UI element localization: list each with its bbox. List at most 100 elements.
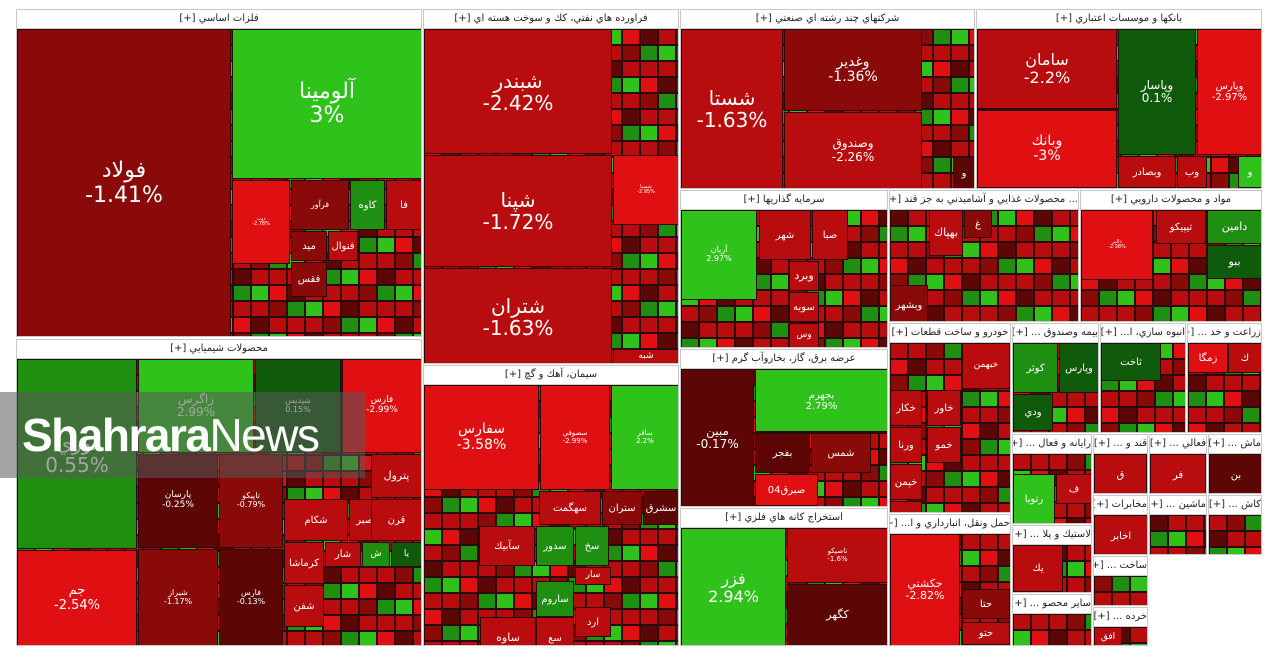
sector-header[interactable]: زراعت و خد ... [+] [1188, 324, 1261, 343]
stock-tile[interactable]: صبا [812, 210, 848, 260]
stock-tile[interactable]: بجهرم 2.79% [755, 369, 887, 432]
stock-tile[interactable]: غ [964, 210, 992, 238]
sector-header[interactable]: بانكها و موسسات اعتباري [+] [977, 10, 1261, 29]
stock-tile[interactable]: آلومينا 3% [232, 29, 421, 179]
sector-header[interactable]: مخابرات [+] [1094, 496, 1147, 515]
stock-tile[interactable]: خپمن [890, 464, 922, 500]
sector-header[interactable]: سرمايه گذاريها [+] [681, 191, 887, 210]
stock-tile[interactable]: ميد [291, 231, 327, 261]
stock-tile[interactable]: ساروم [536, 581, 574, 617]
stock-tile[interactable]: وپارس -2.97% [1197, 29, 1261, 155]
stock-tile[interactable]: فارس -0.13% [219, 549, 283, 645]
stock-tile[interactable]: سار [575, 567, 611, 585]
stock-tile[interactable]: شپنا -1.72% [424, 155, 612, 267]
sector-header[interactable]: انبوه سازي، ا... [+] [1101, 324, 1185, 343]
sector-header[interactable]: بيمه وصندوق ... [+] [1013, 324, 1098, 343]
stock-tile[interactable]: وبصادر [1118, 156, 1176, 188]
stock-tile[interactable]: سشرق [643, 491, 678, 525]
stock-tile[interactable]: سع [536, 617, 574, 645]
sector-header[interactable]: فعالي ... [+] [1150, 435, 1206, 454]
stock-tile[interactable]: شمس [811, 433, 871, 473]
stock-tile[interactable]: حتا [962, 589, 1010, 619]
stock-tile[interactable]: ذوب -2.78% [232, 180, 290, 264]
sector-header[interactable]: مواد و محصولات دارويي [+] [1081, 191, 1261, 210]
stock-tile[interactable]: شسپا -2.95% [613, 155, 678, 225]
stock-tile[interactable]: خاور [927, 390, 961, 426]
stock-tile[interactable]: سصوفي -2.99% [540, 385, 610, 490]
stock-tile[interactable]: ارد [575, 607, 611, 637]
stock-tile[interactable]: شيراز -1.17% [138, 549, 218, 645]
stock-tile[interactable]: يا [391, 542, 421, 567]
stock-tile[interactable]: قرن [371, 499, 421, 541]
stock-tile[interactable]: و [1238, 156, 1261, 188]
stock-tile[interactable]: فقس [291, 262, 327, 297]
stock-tile[interactable]: سامان -2.2% [977, 29, 1117, 109]
stock-tile[interactable]: فرآور [291, 180, 349, 230]
stock-tile[interactable]: شهر [759, 210, 811, 260]
stock-tile[interactable]: وبرد [789, 261, 819, 291]
sector-header[interactable]: حمل ونقل، انبارداري و ا... [+] [890, 515, 1010, 534]
stock-tile[interactable]: پترول [371, 454, 421, 498]
stock-tile[interactable]: وغدير -1.36% [784, 29, 922, 111]
stock-tile[interactable]: ف [1056, 474, 1091, 504]
stock-tile[interactable]: شفن [284, 585, 324, 627]
stock-tile[interactable]: دالبر -2.98% [1081, 210, 1153, 280]
sector-header[interactable]: شركتهاي چند رشته اي صنعتي [+] [681, 10, 974, 29]
stock-tile[interactable]: شكام [284, 499, 348, 541]
stock-tile[interactable]: بهپاك [929, 210, 963, 256]
stock-tile[interactable]: آريان 2.97% [681, 210, 757, 300]
stock-tile[interactable]: حكشتي -2.82% [890, 534, 960, 645]
stock-tile[interactable]: وصندوق -2.26% [784, 112, 922, 188]
stock-tile[interactable]: فنوال [328, 231, 358, 261]
stock-tile[interactable]: كگهر [787, 584, 887, 645]
sector-header[interactable]: ... محصولات غذايي و آشاميدني به جز قند [… [890, 191, 1078, 210]
stock-tile[interactable]: فزر 2.94% [681, 528, 786, 645]
stock-tile[interactable]: كوثر [1013, 343, 1058, 393]
stock-tile[interactable]: ش [362, 542, 390, 567]
sector-header[interactable]: خرده ... [+] [1094, 608, 1147, 627]
stock-tile[interactable]: صبرق04 [755, 474, 818, 506]
sector-header[interactable]: ماش ... [+] [1209, 435, 1261, 454]
stock-tile[interactable]: خكار [890, 390, 922, 426]
stock-tile[interactable]: سفارس -3.58% [424, 385, 539, 490]
stock-tile[interactable]: يك [1013, 545, 1063, 592]
stock-tile[interactable]: تاصيكو -1.6% [787, 528, 887, 583]
sector-header[interactable]: محصولات شيميايي [+] [17, 340, 421, 359]
stock-tile[interactable]: ببو [1207, 245, 1261, 279]
stock-tile[interactable]: وس [789, 323, 819, 347]
sector-header[interactable]: كاش ... [+] [1209, 496, 1261, 515]
sector-header[interactable]: فلزات اساسي [+] [17, 10, 421, 29]
sector-header[interactable]: سيمان، آهك و گچ [+] [424, 366, 678, 385]
stock-tile[interactable]: ساقر 2.2% [611, 385, 678, 490]
stock-tile[interactable]: دامين [1207, 210, 1261, 244]
stock-tile[interactable]: سدور [536, 526, 574, 566]
stock-tile[interactable]: سخ [575, 526, 609, 566]
stock-tile[interactable]: بن [1209, 454, 1261, 493]
sector-header[interactable]: استخراج كانه هاي فلزي [+] [681, 509, 887, 528]
stock-tile[interactable]: فولاد -1.41% [17, 29, 231, 336]
sector-header[interactable]: قند و ... [+] [1094, 435, 1147, 454]
stock-tile[interactable]: حتو [962, 622, 1010, 645]
stock-tile[interactable]: شبه [613, 349, 678, 363]
stock-tile[interactable]: شتران -1.63% [424, 268, 612, 363]
stock-tile[interactable]: كاوه [350, 180, 385, 230]
stock-tile[interactable]: بفجر [755, 433, 810, 473]
stock-tile[interactable]: مبين -0.17% [681, 369, 754, 506]
sector-header[interactable]: ساير محصو ... [+] [1013, 595, 1091, 614]
stock-tile[interactable]: و [953, 157, 974, 188]
stock-tile[interactable]: خ [890, 501, 922, 512]
stock-tile[interactable]: خمو [927, 427, 961, 463]
stock-tile[interactable]: وبانك -3% [977, 110, 1117, 188]
sector-header[interactable]: ساخت ... [+] [1094, 557, 1147, 576]
stock-tile[interactable]: شستا -1.63% [681, 29, 783, 188]
stock-tile[interactable]: زمگا [1188, 343, 1228, 373]
sector-header[interactable]: فراورده هاي نفتي، كك و سوخت هسته اي [+] [424, 10, 678, 29]
stock-tile[interactable]: تيپيكو [1156, 210, 1206, 244]
stock-tile[interactable]: وپارس [1059, 343, 1098, 393]
stock-tile[interactable]: شبندر -2.42% [424, 29, 612, 154]
stock-tile[interactable]: ورنا [890, 427, 922, 463]
sector-header[interactable]: خودرو و ساخت قطعات [+] [890, 324, 1010, 343]
stock-tile[interactable]: شار [325, 542, 361, 567]
stock-tile[interactable]: ق [1094, 454, 1147, 493]
sector-header[interactable]: لاستيك و پلا ... [+] [1013, 526, 1091, 545]
